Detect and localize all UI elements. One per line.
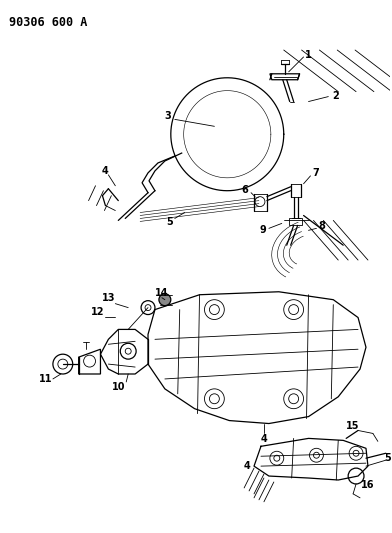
Text: 11: 11 [39,374,53,384]
Text: 7: 7 [312,168,319,178]
Text: 14: 14 [155,288,169,298]
Text: 1: 1 [305,50,312,60]
Text: 5: 5 [167,217,173,228]
Text: 12: 12 [91,306,104,317]
Text: 4: 4 [261,434,267,445]
Text: 5: 5 [385,453,391,463]
Text: 8: 8 [318,221,325,231]
Text: 3: 3 [165,111,171,122]
Text: 90306 600 A: 90306 600 A [9,17,88,29]
Text: 13: 13 [102,293,115,303]
Circle shape [159,294,171,305]
Text: 4: 4 [102,166,109,176]
Text: 6: 6 [242,185,249,195]
Text: 16: 16 [361,480,375,490]
Text: 9: 9 [260,225,266,236]
Text: 4: 4 [244,461,250,471]
Text: 10: 10 [112,382,125,392]
Text: 15: 15 [347,421,360,431]
Text: 2: 2 [332,91,339,101]
